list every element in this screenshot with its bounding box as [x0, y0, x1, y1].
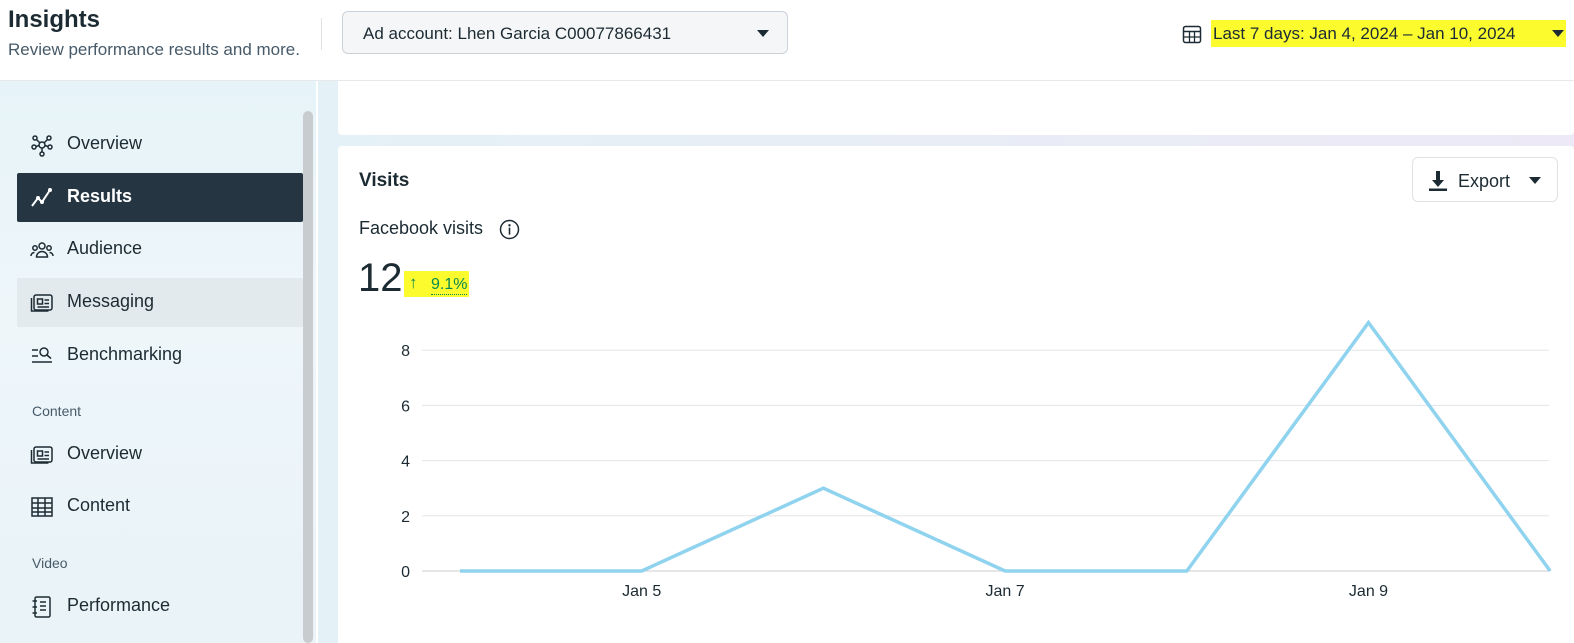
sidebar-item-label: Audience [67, 238, 143, 258]
y-tick-label: 2 [401, 509, 410, 526]
sidebar-item-label: Content [67, 495, 131, 515]
divider [321, 18, 322, 50]
table-icon [31, 497, 53, 517]
top-bar: Insights Review performance results and … [0, 0, 1574, 81]
top-card [338, 81, 1574, 135]
sidebar-item-label: Benchmarking [67, 344, 183, 364]
x-tick-label: Jan 9 [1349, 583, 1388, 600]
chevron-down-icon [757, 30, 769, 37]
y-tick-label: 8 [401, 343, 410, 360]
page-subtitle: Review performance results and more. [8, 40, 300, 59]
export-button[interactable]: Export [1412, 157, 1558, 202]
date-range-selector[interactable]: Last 7 days: Jan 4, 2024 – Jan 10, 2024 [1211, 20, 1566, 47]
chevron-down-icon [1529, 177, 1541, 184]
sidebar-item-label: Performance [67, 595, 171, 615]
sidebar-item-label: Messaging [67, 291, 155, 311]
sidebar-item-content-overview[interactable]: Overview [17, 430, 303, 479]
sidebar-scrollbar[interactable] [303, 111, 313, 643]
change-badge: ↑ 9.1% [404, 271, 469, 297]
chevron-down-icon [1552, 30, 1564, 37]
sidebar-item-content[interactable]: Content [17, 482, 303, 531]
overview-icon [31, 135, 53, 157]
notebook-icon [32, 596, 51, 618]
y-tick-label: 4 [401, 454, 410, 471]
sidebar-item-performance[interactable]: Performance [17, 582, 303, 631]
x-tick-label: Jan 7 [986, 583, 1025, 600]
results-icon [31, 188, 52, 207]
page-title: Insights [8, 6, 101, 33]
metric-value: 12 [358, 256, 403, 300]
y-tick-label: 6 [401, 398, 410, 415]
visits-card-title: Visits [359, 170, 410, 191]
ad-account-selector[interactable]: Ad account: Lhen Garcia C00077866431 [342, 11, 788, 54]
visits-card [338, 146, 1574, 643]
sidebar-item-label: Results [67, 186, 133, 206]
sidebar-item-benchmarking[interactable]: Benchmarking [17, 331, 303, 380]
info-icon[interactable] [499, 219, 520, 240]
sidebar-item-audience[interactable]: Audience [17, 225, 303, 274]
arrow-up-icon: ↑ [409, 273, 418, 292]
sidebar-item-label: Overview [67, 133, 143, 153]
sidebar-section-video-title: Video [32, 555, 68, 571]
benchmarking-icon [32, 347, 52, 363]
content-overview-icon [30, 446, 53, 464]
change-percent[interactable]: 9.1% [431, 276, 468, 295]
messaging-icon [30, 294, 53, 312]
sidebar-item-results[interactable]: Results [17, 173, 303, 222]
x-tick-label: Jan 5 [622, 583, 661, 600]
sidebar-item-messaging[interactable]: Messaging [17, 278, 303, 327]
export-label: Export [1458, 171, 1511, 191]
date-range-label: Last 7 days: Jan 4, 2024 – Jan 10, 2024 [1213, 24, 1516, 43]
y-tick-label: 0 [401, 564, 410, 581]
sidebar-item-label: Overview [67, 443, 143, 463]
series-line[interactable] [460, 319, 1552, 573]
metric-label: Facebook visits [359, 218, 484, 238]
sidebar-section-content-title: Content [32, 403, 82, 419]
audience-icon [30, 242, 54, 258]
download-icon [1429, 171, 1447, 191]
calendar-icon[interactable] [1182, 24, 1202, 44]
sidebar-item-overview[interactable]: Overview [17, 120, 303, 169]
ad-account-label: Ad account: Lhen Garcia C00077866431 [363, 24, 672, 43]
